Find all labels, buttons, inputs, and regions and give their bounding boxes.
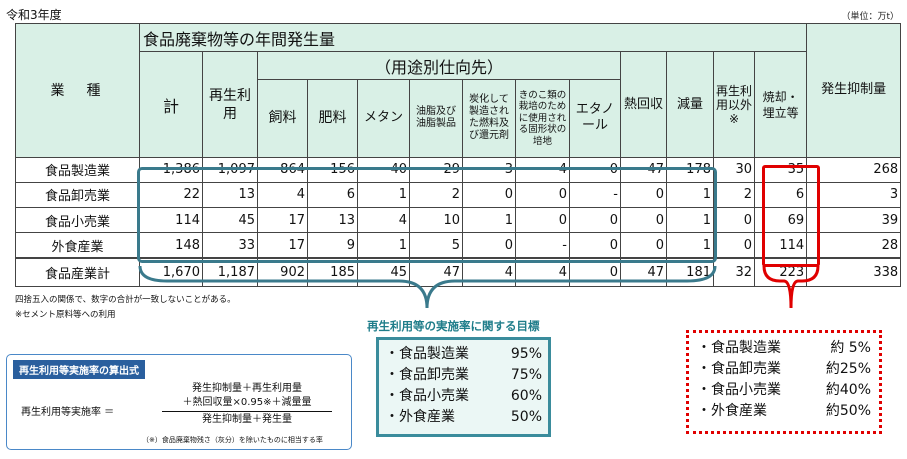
- target-value: 約40%: [825, 382, 871, 398]
- header-youto: （用途別仕向先）: [257, 51, 621, 80]
- total-label: 食品産業計: [15, 257, 140, 287]
- header-hiryo: 肥料: [307, 78, 358, 158]
- table-row: 外食産業 148 33 17 9 1 5 0 - 0 0 1 0 114 28: [15, 232, 902, 259]
- teal-brace: [138, 265, 717, 309]
- formula-fraction: 発生抑制量＋再生利用量 ＋熱回収量×0.95※＋減量量 発生抑制量＋発生量: [162, 382, 332, 427]
- goal-value: 60%: [510, 388, 542, 404]
- cell: 0: [569, 232, 621, 259]
- table-row: 食品小売業 114 45 17 13 4 10 1 0 0 0 1 0 69 3…: [15, 207, 902, 234]
- cell: 30: [713, 156, 755, 183]
- cell: 45: [202, 207, 258, 234]
- goal-name: ・食品小売業: [385, 388, 469, 404]
- cell: 17: [257, 232, 308, 259]
- target-value: 約 5%: [830, 340, 871, 356]
- formula-numerator-2: ＋熱回収量×0.95※＋減量量: [182, 397, 312, 408]
- goal-value: 75%: [510, 367, 542, 383]
- incineration-highlight-frame: [762, 165, 820, 267]
- header-etanol: エタノール: [569, 78, 621, 158]
- goal-value: 95%: [510, 346, 542, 362]
- goal-name: ・食品製造業: [385, 346, 469, 362]
- fraction-bar: [162, 411, 332, 412]
- fiscal-year-label: 令和3年度: [6, 8, 62, 22]
- header-tanka: 炭化して製造された燃料及び還元剤: [462, 78, 516, 158]
- goal-value: 50%: [510, 409, 542, 425]
- table-title: 食品廃棄物等の年間発生量: [138, 22, 808, 53]
- header-metan: メタン: [357, 78, 410, 158]
- cell: 0: [462, 181, 516, 209]
- cell: 0: [713, 232, 755, 259]
- goal-box: ・食品製造業 95% ・食品卸売業 75% ・食品小売業 60% ・外食産業 50%: [376, 337, 551, 437]
- cell: 2: [713, 181, 755, 209]
- cell: 0: [462, 232, 516, 259]
- header-netsu: 熱回収: [620, 51, 667, 158]
- header-shokyaku: 焼却・埋立等: [753, 51, 808, 158]
- cell: 338: [806, 257, 902, 287]
- header-yokusei: 発生抑制量: [806, 23, 902, 158]
- row-label: 食品卸売業: [15, 181, 140, 209]
- cell: 32: [713, 257, 755, 287]
- cell: 28: [806, 232, 902, 259]
- cell: 0: [515, 207, 570, 234]
- target-name: ・食品小売業: [697, 382, 781, 398]
- header-gyoshu: 業 種: [15, 23, 140, 158]
- row-label: 食品小売業: [15, 207, 140, 234]
- header-kinoko: きのこ類の栽培のために使用される固形状の培地: [515, 78, 570, 158]
- target-item: ・外食産業 約50%: [697, 401, 871, 422]
- row-label: 食品製造業: [15, 156, 140, 183]
- row-label: 外食産業: [15, 232, 140, 259]
- cell: 4: [257, 181, 308, 209]
- table-row: 食品卸売業 22 13 4 6 1 2 0 0 - 0 1 2 6 3: [15, 181, 902, 209]
- cell: 1: [666, 181, 714, 209]
- recycling-highlight-frame: [137, 167, 717, 263]
- waste-table: 業 種 食品廃棄物等の年間発生量 発生抑制量 計 再生利用 （用途別仕向先） 熱…: [15, 22, 902, 287]
- formula-box: 再生利用等実施率の算出式 再生利用等実施率 ＝ 発生抑制量＋再生利用量 ＋熱回収…: [6, 354, 352, 450]
- header-yushi: 油脂及び油脂製品: [409, 78, 463, 158]
- goal-item: ・食品卸売業 75%: [385, 365, 542, 386]
- header-igai: 再生利用以外※: [713, 51, 755, 158]
- target-value: 約25%: [825, 361, 871, 377]
- target-item: ・食品卸売業 約25%: [697, 359, 871, 380]
- target-name: ・外食産業: [697, 403, 767, 419]
- header-saisei: 再生利用: [202, 51, 258, 158]
- cell: 4: [357, 207, 410, 234]
- unit-label: （単位：万t）: [841, 12, 899, 22]
- cell: 39: [806, 207, 902, 234]
- cell: 5: [409, 232, 463, 259]
- goal-title: 再生利用等の実施率に関する目標: [367, 319, 540, 333]
- cell: 9: [307, 232, 358, 259]
- header-shiryo: 飼料: [257, 78, 308, 158]
- cement-note: ※セメント原料等への利用: [15, 310, 116, 320]
- formula-numerator-1: 発生抑制量＋再生利用量: [192, 383, 302, 394]
- target-item: ・食品製造業 約 5%: [697, 338, 871, 359]
- cell: 1: [462, 207, 516, 234]
- formula-lhs: 再生利用等実施率 ＝: [21, 407, 115, 418]
- target-box: ・食品製造業 約 5% ・食品卸売業 約25% ・食品小売業 約40% ・外食産業 約5…: [686, 330, 882, 434]
- goal-name: ・外食産業: [385, 409, 455, 425]
- cell: 1: [666, 232, 714, 259]
- target-item: ・食品小売業 約40%: [697, 380, 871, 401]
- goal-item: ・食品小売業 60%: [385, 386, 542, 407]
- cell: 0: [620, 207, 667, 234]
- formula-note: （※）食品廃棄物残さ（灰分）を除いたものに相当する率: [142, 436, 323, 444]
- formula-title: 再生利用等実施率の算出式: [13, 360, 145, 379]
- header-kei: 計: [139, 51, 203, 158]
- target-name: ・食品卸売業: [697, 361, 781, 377]
- red-brace: [762, 265, 820, 309]
- header-genryo: 減量: [666, 51, 714, 158]
- goal-name: ・食品卸売業: [385, 367, 469, 383]
- target-name: ・食品製造業: [697, 340, 781, 356]
- cell: 268: [806, 156, 902, 183]
- cell: 1: [666, 207, 714, 234]
- goal-item: ・食品製造業 95%: [385, 344, 542, 365]
- cell: 148: [139, 232, 203, 259]
- goal-item: ・外食産業 50%: [385, 407, 542, 428]
- cell: 0: [515, 181, 570, 209]
- formula-denominator: 発生抑制量＋発生量: [202, 414, 292, 425]
- rounding-note: 四捨五入の関係で、数字の合計が一致しないことがある。: [15, 295, 236, 305]
- target-value: 約50%: [825, 403, 871, 419]
- cell: 0: [713, 207, 755, 234]
- cell: 13: [202, 181, 258, 209]
- cell: 3: [806, 181, 902, 209]
